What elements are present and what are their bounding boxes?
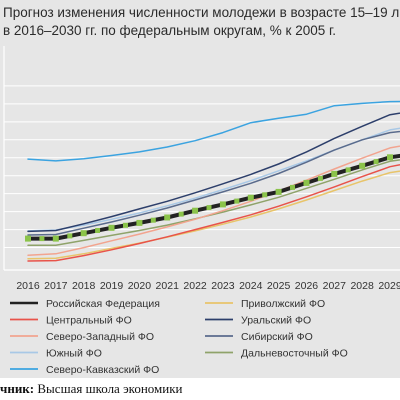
legend-label-rf: Российская Федерация (46, 298, 160, 310)
series-line-siberian (27, 130, 400, 236)
rf-line-dot (178, 211, 184, 217)
rf-line-dot (345, 167, 351, 173)
rf-data-point (108, 224, 115, 231)
series-line-ural (27, 112, 400, 233)
source-text: Высшая школа экономики (34, 381, 183, 396)
chart-title-line-1: Прогноз изменения численности молодежи в… (3, 5, 400, 20)
series-line-volga (27, 170, 400, 260)
series-line-northwest (27, 145, 400, 256)
rf-data-point (303, 179, 310, 186)
title-band (0, 0, 400, 44)
legend-label-volga: Приволжский ФО (241, 298, 325, 310)
rf-line-dot (206, 205, 212, 211)
rf-data-point (275, 188, 282, 195)
x-tick-label: 2018 (72, 280, 96, 292)
x-tick-label: 2017 (44, 280, 68, 292)
series-line-far_east (27, 159, 400, 247)
legend-label-central: Центральный ФО (46, 315, 132, 327)
x-tick-label: 2028 (350, 280, 374, 292)
rf-line-dot (95, 228, 101, 233)
rf-line-dot (234, 198, 240, 204)
rf-line-dot (373, 159, 379, 165)
rf-line-dot (262, 192, 268, 198)
rf-data-point (219, 201, 226, 208)
legend-label-siberian: Сибирский ФО (241, 331, 313, 343)
series-line-central (27, 163, 400, 262)
rf-data-point (192, 207, 199, 214)
rf-line-dot (317, 175, 323, 181)
x-tick-label: 2021 (156, 280, 180, 292)
chart-title-line-2: в 2016–2030 гг. по федеральным округам, … (3, 23, 336, 38)
rf-line-dot (67, 233, 73, 239)
x-tick-label: 2025 (267, 280, 291, 292)
legend-label-northwest: Северо-Западный ФО (46, 331, 154, 343)
x-tick-label: 2024 (239, 280, 263, 292)
line-chart: 2016 2017 2018 2019 2020 2021 2022 2023 2024 2025… (3, 46, 400, 376)
x-tick-label: 2026 (295, 280, 319, 292)
rf-line-dot (39, 236, 45, 242)
rf-data-point (387, 154, 393, 161)
rf-data-point (247, 194, 254, 201)
rf-data-point (331, 170, 338, 177)
x-tick-label: 2016 (16, 280, 40, 292)
x-tick-label: 2029 (378, 280, 400, 292)
x-tick-label: 2019 (100, 280, 124, 292)
rf-data-point (52, 235, 59, 242)
rf-data-point (164, 214, 171, 221)
rf-line-dot (290, 184, 295, 190)
x-tick-label: 2020 (128, 280, 152, 292)
legend-label-ural: Уральский ФО (241, 315, 311, 327)
x-tick-label: 2027 (323, 280, 347, 292)
x-tick-label: 2022 (183, 280, 207, 292)
legend-label-far_east: Дальневосточный ФО (241, 348, 348, 360)
legend-label-north_caucasus: Северо-Кавказский ФО (46, 364, 159, 376)
rf-data-point (80, 230, 87, 237)
source-note: чник: Высшая школа экономики (0, 381, 182, 397)
series-line-south (27, 127, 400, 232)
legend-label-south: Южный ФО (46, 348, 102, 360)
x-tick-label: 2023 (211, 280, 235, 292)
rf-data-point (25, 235, 31, 242)
rf-data-point (136, 219, 143, 226)
rf-line-dot (123, 222, 128, 228)
source-label: чник: (0, 381, 35, 396)
rf-data-point (359, 162, 366, 169)
series-line-north_caucasus (27, 100, 400, 162)
rf-line-dot (150, 217, 156, 223)
